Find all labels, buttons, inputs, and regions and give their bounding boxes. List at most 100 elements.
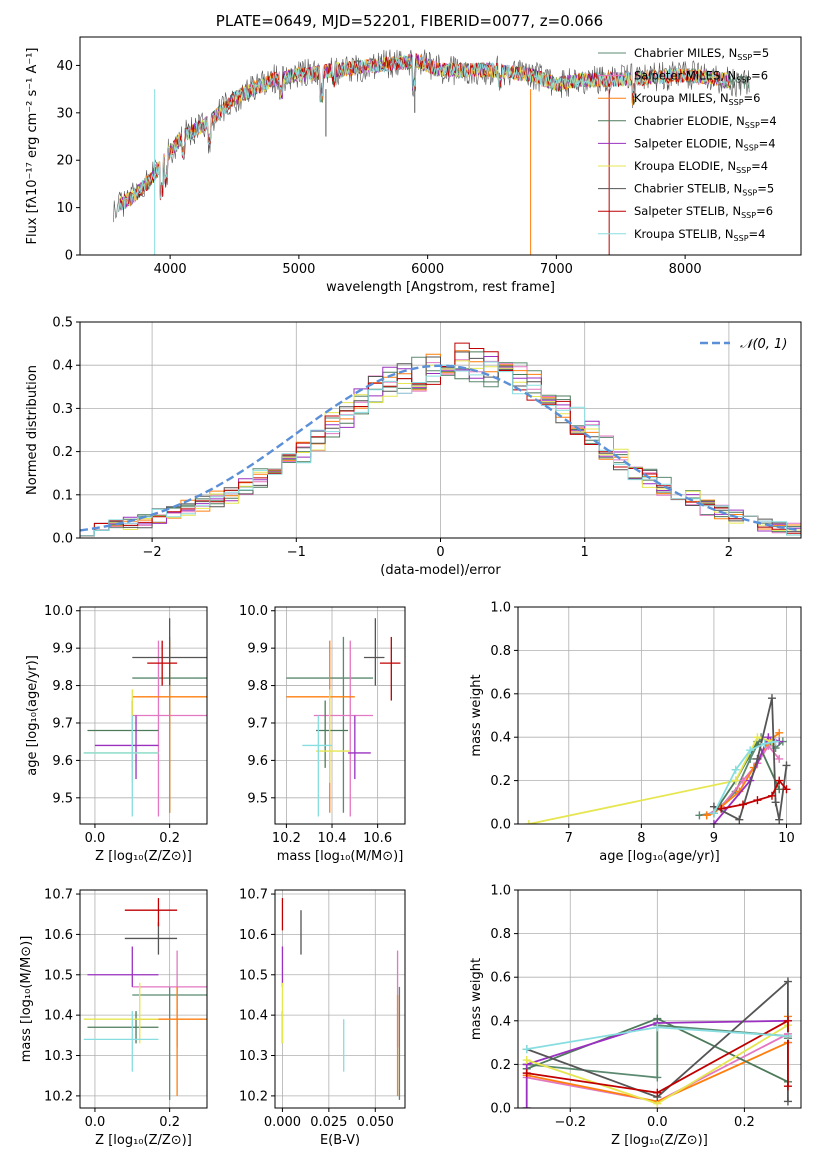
x-tick-label: 5000 (282, 262, 315, 277)
plot-area (80, 342, 801, 538)
y-tick-label: 10.2 (239, 1089, 268, 1104)
legend-label: Kroupa ELODIE, NSSP=4 (634, 159, 768, 175)
legend-label: Kroupa MILES, NSSP=6 (634, 91, 760, 107)
x-tick-label: 8000 (669, 262, 702, 277)
weight-marker (522, 1045, 531, 1054)
x-tick-label: 4000 (154, 262, 187, 277)
legend-label: Salpeter MILES, NSSP=6 (634, 69, 768, 85)
x-tick-label: 10.2 (272, 831, 301, 846)
plot-area (522, 977, 792, 1108)
panel-6: 0.0 0.2 10.2 10.3 10.4 10.5 10.6 10.7 Z [log₁₀(Z… (19, 888, 208, 1148)
weight-marker (783, 1097, 792, 1106)
legend-label: Salpeter ELODIE, NSSP=4 (634, 136, 776, 152)
y-tick-label: 0.8 (490, 927, 511, 942)
y-tick-label: 0.4 (490, 1014, 511, 1029)
y-axis-label: mass weight (469, 674, 484, 756)
weight-marker (524, 820, 533, 824)
panel-3: 0.0 0.2 9.5 9.6 9.7 9.8 9.9 10.0 Z [log₁₀(Z/Z⊙)]… (25, 604, 208, 864)
x-tick-label: 0.2 (159, 1115, 180, 1130)
y-tick-label: 0.4 (490, 731, 511, 746)
y-tick-label: 0.4 (52, 359, 73, 374)
plot-area (281, 898, 401, 1100)
x-tick-label: 2 (725, 545, 733, 560)
weight-marker (731, 765, 740, 774)
weight-marker (782, 761, 791, 770)
weight-marker (775, 815, 784, 824)
weight-marker (783, 1016, 792, 1025)
weight-marker (738, 800, 747, 809)
y-tick-label: 20 (56, 154, 73, 169)
weight-marker (783, 1032, 792, 1041)
x-tick-label: 1 (581, 545, 589, 560)
x-tick-label: 0.0 (647, 1115, 668, 1130)
y-tick-label: 10.7 (44, 888, 73, 903)
y-tick-label: 0.2 (490, 1058, 511, 1073)
x-tick-label: 7000 (540, 262, 573, 277)
y-tick-label: 10.7 (239, 888, 268, 903)
weight-marker (771, 737, 780, 746)
y-tick-label: 10.5 (239, 968, 268, 983)
y-tick-label: 0.1 (52, 488, 73, 503)
weight-marker (746, 746, 755, 755)
legend-label: Kroupa STELIB, NSSP=4 (634, 227, 765, 243)
panel-1: 4000 5000 6000 7000 8000 0 10 20 30 40 wavelength … (25, 36, 802, 295)
weight-marker (522, 1069, 531, 1078)
weight-series (713, 739, 781, 814)
weight-marker (695, 811, 704, 820)
x-tick-label: 0.0 (85, 831, 106, 846)
weight-marker (767, 791, 776, 800)
axes-frame (79, 36, 802, 256)
y-tick-label: 1.0 (490, 884, 511, 899)
weight-series (528, 736, 773, 824)
weight-marker (775, 728, 784, 737)
y-tick-label: 9.7 (247, 716, 268, 731)
x-tick-label: 6000 (411, 262, 444, 277)
axes-frame (517, 606, 802, 825)
x-tick-label: −2 (143, 545, 162, 560)
weight-marker (775, 776, 784, 785)
y-axis-label: age [log₁₀(age/yr)] (25, 655, 40, 776)
weight-marker (709, 820, 718, 824)
y-tick-label: 10.6 (44, 928, 73, 943)
weight-marker (775, 785, 784, 794)
y-tick-label: 9.8 (247, 679, 268, 694)
y-tick-label: 0.6 (490, 687, 511, 702)
x-axis-label: wavelength [Angstrom, rest frame] (326, 280, 555, 295)
plot-area (113, 49, 750, 255)
y-tick-label: 10.4 (239, 1009, 268, 1024)
y-tick-label: 9.9 (247, 642, 268, 657)
x-tick-label: 10.4 (318, 831, 347, 846)
figure-title: PLATE=0649, MJD=52201, FIBERID=0077, z=0… (215, 12, 604, 30)
legend-label: 𝒩(0, 1) (740, 337, 787, 352)
x-axis-label: age [log₁₀(age/yr)] (599, 849, 720, 864)
panel-7: 0.000 0.025 0.050 10.2 10.3 10.4 10.5 10.6 10.7 E… (239, 888, 406, 1148)
y-tick-label: 10.3 (239, 1049, 268, 1064)
x-tick-label: 0.0 (85, 1115, 106, 1130)
y-tick-label: 9.5 (247, 791, 268, 806)
y-axis-label: mass [log₁₀(M/M⊙)] (19, 936, 34, 1063)
y-tick-label: 0.8 (490, 644, 511, 659)
y-tick-label: 9.6 (247, 754, 268, 769)
y-tick-label: 0.2 (490, 774, 511, 789)
y-tick-label: 10.3 (44, 1049, 73, 1064)
weight-marker (653, 1023, 662, 1032)
x-tick-label: 0 (436, 545, 444, 560)
axes-frame (274, 606, 406, 825)
x-tick-label: 0.000 (264, 1115, 301, 1130)
spectrum-line (118, 54, 731, 213)
weight-marker (653, 1088, 662, 1097)
weight-marker (753, 754, 762, 763)
x-axis-label: E(B-V) (320, 1133, 360, 1148)
x-tick-label: 9 (710, 831, 718, 846)
weight-marker (767, 694, 776, 703)
weight-marker (783, 1082, 792, 1091)
x-tick-label: 10.6 (363, 831, 392, 846)
weight-marker (783, 977, 792, 986)
plot-area (524, 694, 791, 824)
legend-label: Chabrier MILES, NSSP=5 (634, 46, 769, 62)
y-tick-label: 0.2 (52, 445, 73, 460)
y-tick-label: 9.9 (52, 642, 73, 657)
histogram-series (80, 361, 801, 538)
y-tick-label: 10.4 (44, 1009, 73, 1024)
